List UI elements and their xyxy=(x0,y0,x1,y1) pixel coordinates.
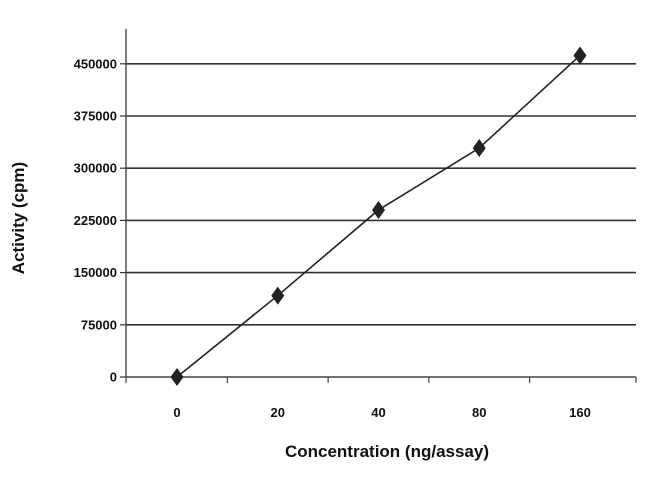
x-tick-label: 20 xyxy=(271,405,285,420)
y-tick-label: 75000 xyxy=(81,317,117,332)
x-axis-title: Concentration (ng/assay) xyxy=(285,442,489,461)
x-tick-label: 0 xyxy=(173,405,180,420)
y-tick-label: 0 xyxy=(110,370,117,385)
data-point-marker xyxy=(573,46,587,65)
y-axis-title: Activity (cpm) xyxy=(9,162,28,274)
x-tick-labels: 0 20 40 80 160 xyxy=(173,405,590,420)
axes xyxy=(120,29,637,383)
y-tick-label: 225000 xyxy=(74,213,117,228)
data-point-marker xyxy=(472,139,486,158)
data-point-marker xyxy=(271,286,285,305)
y-tick-labels: 0 75000 150000 225000 300000 375000 450000 xyxy=(74,56,117,384)
y-tick-label: 450000 xyxy=(74,56,117,71)
y-tick-label: 375000 xyxy=(74,109,117,124)
x-tick-label: 160 xyxy=(569,405,591,420)
y-tick-label: 150000 xyxy=(74,265,117,280)
x-tick-label: 40 xyxy=(371,405,385,420)
data-point-marker xyxy=(170,368,184,386)
x-tick-label: 80 xyxy=(472,405,486,420)
y-tick-label: 300000 xyxy=(74,161,117,176)
series-layer xyxy=(170,46,587,386)
data-point-marker xyxy=(372,200,385,219)
gridlines xyxy=(126,62,636,326)
